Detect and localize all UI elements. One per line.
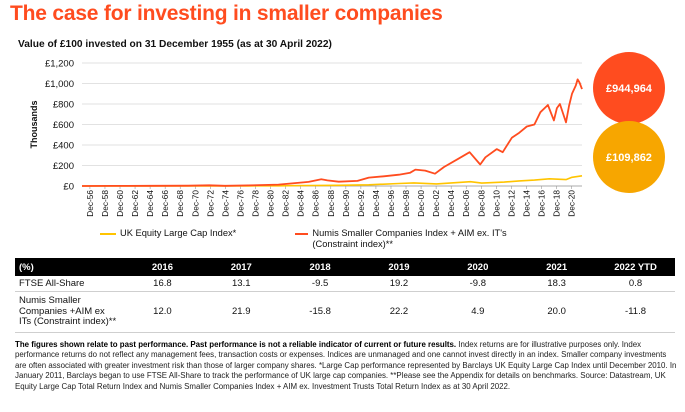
x-tick-label: Dec-74 <box>220 190 230 217</box>
legend-label-large-cap: UK Equity Large Cap Index* <box>120 228 237 238</box>
x-tick-label: Dec-04 <box>446 190 456 217</box>
x-tick-label: Dec-84 <box>296 190 306 217</box>
table-cell: 13.1 <box>201 276 281 292</box>
x-tick-label: Dec-06 <box>461 190 471 217</box>
x-tick-label: Dec-58 <box>100 190 110 217</box>
x-tick-label: Dec-02 <box>431 190 441 217</box>
row-label: Numis Smaller Companies +AIM ex ITs (Con… <box>15 291 123 333</box>
page-title: The case for investing in smaller compan… <box>10 2 443 25</box>
table-cell: -9.5 <box>280 276 360 292</box>
legend-label-smaller-companies: Numis Smaller Companies Index + AIM ex. … <box>312 228 507 249</box>
x-tick-label: Dec-92 <box>356 190 366 217</box>
table-header-cell: 2018 <box>280 258 360 276</box>
table-header-cell: 2022 YTD <box>596 258 675 276</box>
legend-item-smaller-companies: Numis Smaller Companies Index + AIM ex. … <box>295 228 545 250</box>
legend-item-large-cap: UK Equity Large Cap Index* <box>100 228 236 239</box>
end-value-label: £109,862 <box>606 152 652 164</box>
footnote-text: Index returns are for illustrative purpo… <box>15 340 677 391</box>
table-row: Numis Smaller Companies +AIM ex ITs (Con… <box>15 291 675 333</box>
table-header-cell: 2019 <box>359 258 439 276</box>
y-tick-label: £1,000 <box>45 79 74 90</box>
chart-title: Value of £100 invested on 31 December 19… <box>18 39 332 50</box>
table-cell: 19.2 <box>359 276 439 292</box>
table-header-cell: (%) <box>15 258 123 276</box>
x-tick-label: Dec-62 <box>130 190 140 217</box>
table-row: FTSE All-Share 16.8 13.1 -9.5 19.2 -9.8 … <box>15 276 675 292</box>
y-tick-label: £1,200 <box>45 59 74 70</box>
end-value-badge-smaller-companies <box>593 52 665 124</box>
table-header-cell: 2020 <box>438 258 518 276</box>
table-cell: 22.2 <box>359 291 439 333</box>
x-tick-label: Dec-82 <box>281 190 291 217</box>
x-tick-label: Dec-56 <box>85 190 95 217</box>
y-tick-label: £400 <box>53 141 74 152</box>
table-cell: -11.8 <box>596 291 675 333</box>
returns-table: (%) 2016 2017 2018 2019 2020 2021 2022 Y… <box>15 258 675 333</box>
x-tick-label: Dec-60 <box>115 190 125 217</box>
x-tick-label: Dec-88 <box>326 190 336 217</box>
x-tick-label: Dec-16 <box>537 190 547 217</box>
table-cell: -15.8 <box>280 291 360 333</box>
table-cell: -9.8 <box>438 276 518 292</box>
x-tick-label: Dec-76 <box>235 190 245 217</box>
x-tick-label: Dec-20 <box>567 190 577 217</box>
table-cell: 4.9 <box>438 291 518 333</box>
table-header-row: (%) 2016 2017 2018 2019 2020 2021 2022 Y… <box>15 258 675 276</box>
table-header-cell: 2017 <box>201 258 281 276</box>
x-tick-label: Dec-10 <box>491 190 501 217</box>
x-tick-label: Dec-12 <box>506 190 516 217</box>
table-cell: 0.8 <box>596 276 675 292</box>
disclaimer-footnote: The figures shown relate to past perform… <box>15 340 677 392</box>
series-line-smaller-companies <box>81 78 583 187</box>
line-chart: £0 £200 £400 £600 £800 £1,000 £1,200 Thousands D… <box>29 52 665 217</box>
chart-legend: UK Equity Large Cap Index* Numis Smaller… <box>100 228 550 256</box>
table-cell: 16.8 <box>123 276 202 292</box>
x-tick-label: Dec-80 <box>266 190 276 217</box>
table-header-cell: 2016 <box>123 258 202 276</box>
table-header-cell: 2021 <box>517 258 597 276</box>
x-tick-label: Dec-72 <box>205 190 215 217</box>
x-tick-label: Dec-70 <box>190 190 200 217</box>
y-tick-label: £0 <box>63 182 74 193</box>
y-tick-label: £800 <box>53 100 74 111</box>
legend-swatch-large-cap <box>100 233 116 235</box>
y-tick-label: £200 <box>53 161 74 172</box>
y-axis-label: Thousands <box>29 100 39 148</box>
table-cell: 21.9 <box>201 291 281 333</box>
x-tick-label: Dec-68 <box>175 190 185 217</box>
table-cell: 12.0 <box>123 291 202 333</box>
table-cell: 20.0 <box>517 291 597 333</box>
end-value-badge-large-cap <box>593 121 665 193</box>
y-tick-label: £600 <box>53 120 74 131</box>
row-label: FTSE All-Share <box>15 276 123 292</box>
x-tick-label: Dec-94 <box>371 190 381 217</box>
x-tick-label: Dec-00 <box>416 190 426 217</box>
x-tick-label: Dec-66 <box>160 190 170 217</box>
footnote-bold: The figures shown relate to past perform… <box>15 340 457 349</box>
end-value-label: £944,964 <box>606 83 653 95</box>
x-tick-label: Dec-98 <box>401 190 411 217</box>
table-cell: 18.3 <box>517 276 597 292</box>
x-tick-label: Dec-90 <box>341 190 351 217</box>
x-tick-label: Dec-96 <box>386 190 396 217</box>
legend-swatch-smaller-companies <box>295 233 309 235</box>
x-tick-label: Dec-64 <box>145 190 155 217</box>
x-tick-label: Dec-18 <box>552 190 562 217</box>
x-tick-label: Dec-08 <box>476 190 486 217</box>
x-tick-label: Dec-86 <box>311 190 321 217</box>
x-tick-label: Dec-78 <box>250 190 260 217</box>
x-tick-label: Dec-14 <box>521 190 531 217</box>
